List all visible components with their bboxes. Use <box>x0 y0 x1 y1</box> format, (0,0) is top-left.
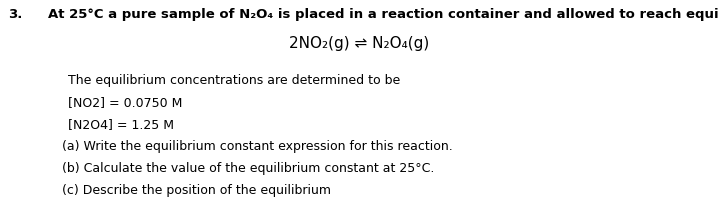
Text: (a) Write the equilibrium constant expression for this reaction.: (a) Write the equilibrium constant expre… <box>62 140 453 153</box>
Text: (b) Calculate the value of the equilibrium constant at 25°C.: (b) Calculate the value of the equilibri… <box>62 162 434 175</box>
Text: At 25°C a pure sample of N₂O₄ is placed in a reaction container and allowed to r: At 25°C a pure sample of N₂O₄ is placed … <box>48 8 719 21</box>
Text: 2NO₂(g) ⇌ N₂O₄(g): 2NO₂(g) ⇌ N₂O₄(g) <box>289 36 430 51</box>
Text: [N2O4] = 1.25 M: [N2O4] = 1.25 M <box>68 118 174 131</box>
Text: The equilibrium concentrations are determined to be: The equilibrium concentrations are deter… <box>68 74 400 87</box>
Text: [NO2] = 0.0750 M: [NO2] = 0.0750 M <box>68 96 183 109</box>
Text: 3.: 3. <box>8 8 22 21</box>
Text: (c) Describe the position of the equilibrium: (c) Describe the position of the equilib… <box>62 184 331 197</box>
